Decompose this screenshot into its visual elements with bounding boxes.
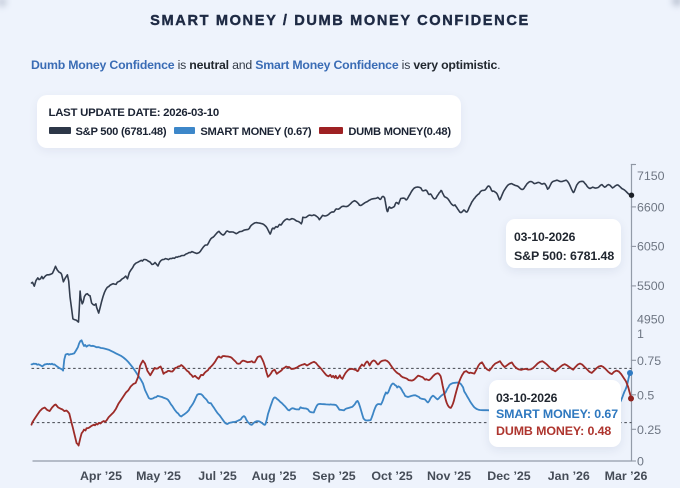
svg-text:May ’25: May ’25 xyxy=(136,469,181,483)
svg-text:Nov ’25: Nov ’25 xyxy=(427,469,471,483)
svg-text:Jul ’25: Jul ’25 xyxy=(198,469,237,483)
svg-text:Oct ’25: Oct ’25 xyxy=(371,469,412,483)
svg-text:Apr ’25: Apr ’25 xyxy=(80,469,122,483)
svg-text:Sep ’25: Sep ’25 xyxy=(312,469,356,483)
svg-text:Dec ’25: Dec ’25 xyxy=(487,469,531,483)
svg-text:0: 0 xyxy=(637,455,644,469)
svg-text:Jan ’26: Jan ’26 xyxy=(548,469,590,483)
svg-text:5500: 5500 xyxy=(637,279,665,293)
svg-text:7150: 7150 xyxy=(637,169,665,183)
svg-text:0.25: 0.25 xyxy=(637,423,661,437)
svg-text:6050: 6050 xyxy=(637,240,665,254)
svg-text:6600: 6600 xyxy=(637,200,665,214)
svg-text:4950: 4950 xyxy=(637,312,665,326)
svg-text:1: 1 xyxy=(637,327,644,341)
svg-text:Aug ’25: Aug ’25 xyxy=(252,469,297,483)
svg-text:0.5: 0.5 xyxy=(637,389,654,403)
svg-text:0.75: 0.75 xyxy=(637,354,661,368)
svg-text:Mar ’26: Mar ’26 xyxy=(605,469,648,483)
